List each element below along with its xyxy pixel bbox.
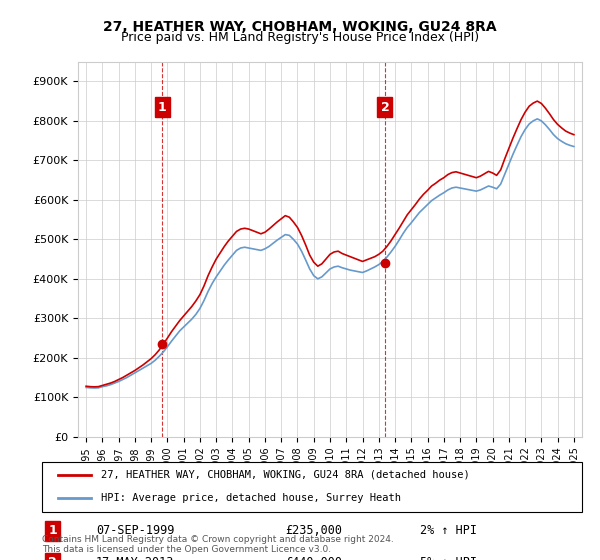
Text: £235,000: £235,000 [285,524,342,538]
Text: 07-SEP-1999: 07-SEP-1999 [96,524,175,538]
FancyBboxPatch shape [42,462,582,512]
Text: 2: 2 [380,100,389,114]
Text: £440,000: £440,000 [285,556,342,560]
Text: 27, HEATHER WAY, CHOBHAM, WOKING, GU24 8RA (detached house): 27, HEATHER WAY, CHOBHAM, WOKING, GU24 8… [101,470,470,479]
Text: 17-MAY-2013: 17-MAY-2013 [96,556,175,560]
Text: 1: 1 [158,100,166,114]
Text: HPI: Average price, detached house, Surrey Heath: HPI: Average price, detached house, Surr… [101,493,401,503]
Text: 2: 2 [49,556,57,560]
Text: Contains HM Land Registry data © Crown copyright and database right 2024.
This d: Contains HM Land Registry data © Crown c… [42,535,394,554]
Text: 5% ↓ HPI: 5% ↓ HPI [420,556,477,560]
Text: 2% ↑ HPI: 2% ↑ HPI [420,524,477,538]
Text: 1: 1 [49,524,57,538]
Text: Price paid vs. HM Land Registry's House Price Index (HPI): Price paid vs. HM Land Registry's House … [121,31,479,44]
Text: 27, HEATHER WAY, CHOBHAM, WOKING, GU24 8RA: 27, HEATHER WAY, CHOBHAM, WOKING, GU24 8… [103,20,497,34]
